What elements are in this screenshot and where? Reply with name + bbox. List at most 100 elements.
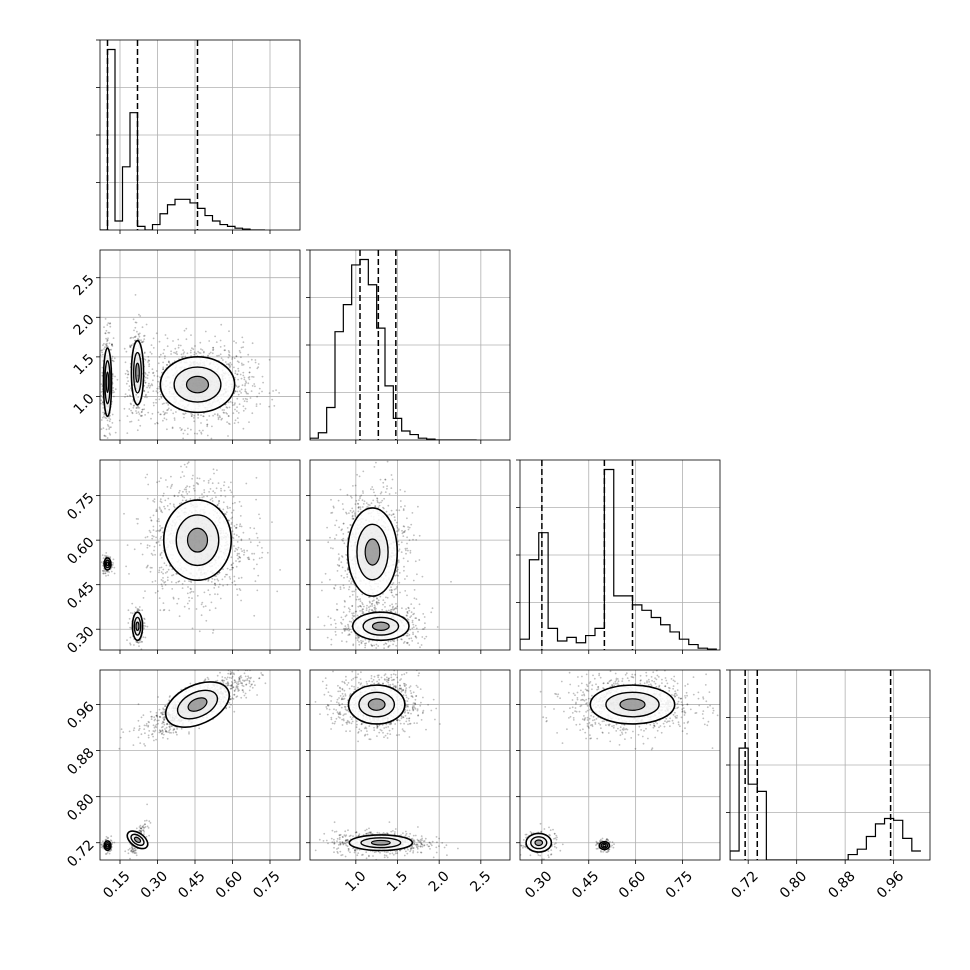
scatter-point — [373, 491, 375, 494]
scatter-point — [152, 529, 155, 531]
scatter-point — [368, 610, 370, 613]
scatter-point — [236, 410, 238, 412]
scatter-point — [421, 636, 424, 638]
scatter-point — [216, 593, 219, 596]
scatter-point — [160, 551, 163, 554]
scatter-point — [164, 334, 167, 336]
scatter-point — [237, 367, 240, 370]
scatter-point — [347, 531, 350, 533]
scatter-point — [252, 558, 255, 561]
scatter-point — [134, 335, 137, 338]
scatter-point — [355, 610, 358, 613]
scatter-point — [173, 419, 176, 421]
scatter-point — [255, 476, 258, 479]
scatter-point — [155, 508, 158, 511]
scatter-point — [323, 624, 326, 627]
scatter-point — [134, 606, 137, 609]
scatter-point — [200, 614, 203, 617]
scatter-point — [182, 437, 185, 440]
scatter-point — [138, 313, 140, 316]
scatter-point — [248, 676, 250, 679]
scatter-point — [336, 609, 339, 611]
scatter-point — [105, 344, 108, 347]
scatter-point — [374, 505, 377, 508]
scatter-point — [151, 554, 154, 556]
scatter-point — [340, 621, 342, 624]
scatter-point — [407, 606, 410, 609]
scatter-point — [201, 493, 203, 495]
scatter-point — [143, 624, 145, 627]
scatter-point — [149, 384, 152, 387]
scatter-point — [341, 632, 344, 634]
scatter-point — [239, 390, 241, 392]
scatter-point — [188, 580, 191, 582]
scatter-point — [128, 385, 131, 387]
scatter-point — [143, 384, 145, 387]
scatter-point — [240, 356, 242, 359]
scatter-point — [104, 343, 107, 346]
scatter-point — [165, 418, 168, 421]
scatter-point — [162, 580, 164, 582]
scatter-point — [423, 616, 426, 618]
scatter-point — [104, 572, 106, 575]
x-tick-label: 0.96 — [874, 868, 907, 901]
scatter-point — [136, 522, 139, 525]
scatter-point — [184, 412, 187, 415]
scatter-point — [165, 564, 168, 567]
scatter-point — [151, 537, 154, 540]
scatter-point — [183, 351, 186, 353]
scatter-point — [360, 642, 363, 645]
scatter-point — [103, 570, 106, 573]
scatter-point — [370, 488, 372, 491]
scatter-point — [130, 420, 133, 423]
scatter-point — [347, 627, 350, 629]
scatter-point — [191, 627, 194, 630]
scatter-point — [364, 646, 366, 649]
scatter-point — [198, 477, 201, 480]
scatter-point — [412, 633, 414, 636]
scatter-point — [135, 640, 138, 643]
scatter-point — [368, 639, 371, 642]
scatter-point — [338, 526, 340, 529]
scatter-point — [229, 670, 232, 673]
scatter-point — [218, 571, 221, 574]
scatter-point — [350, 496, 353, 499]
scatter-point — [412, 613, 414, 616]
scatter-point — [250, 358, 253, 361]
scatter-point — [213, 587, 216, 589]
scatter-point — [106, 555, 109, 558]
scatter-point — [214, 582, 216, 585]
scatter-point — [247, 360, 250, 363]
scatter-point — [145, 566, 148, 569]
scatter-point — [183, 488, 186, 491]
scatter-point — [221, 417, 224, 420]
scatter-point — [217, 418, 220, 421]
scatter-point — [146, 535, 149, 538]
scatter-point — [175, 572, 178, 575]
scatter-point — [406, 542, 408, 545]
scatter-point — [151, 566, 153, 569]
x-tick-label: 0.80 — [777, 868, 810, 901]
scatter-point — [377, 599, 380, 602]
scatter-point — [358, 641, 360, 643]
scatter-point — [403, 569, 405, 572]
scatter-point — [354, 514, 356, 516]
scatter-point — [166, 409, 169, 412]
scatter-point — [207, 589, 210, 592]
scatter-point — [384, 478, 387, 481]
scatter-point — [402, 509, 405, 512]
scatter-point — [162, 492, 165, 495]
scatter-point — [145, 393, 147, 396]
scatter-point — [162, 568, 165, 571]
scatter-point — [354, 503, 357, 505]
scatter-point — [126, 369, 128, 372]
scatter-point — [141, 355, 144, 357]
scatter-point — [213, 578, 216, 581]
scatter-point — [211, 425, 213, 428]
scatter-point — [210, 581, 213, 583]
scatter-point — [232, 566, 234, 569]
scatter-point — [217, 416, 220, 419]
scatter-point — [345, 627, 348, 630]
scatter-point — [123, 512, 125, 515]
scatter-point — [151, 412, 154, 415]
